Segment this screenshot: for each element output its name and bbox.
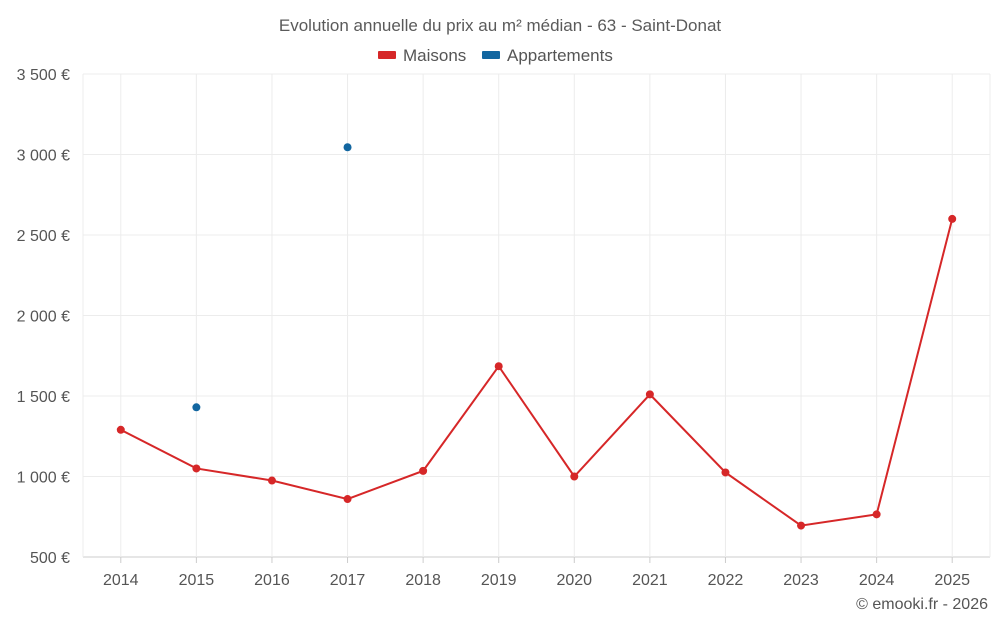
data-point-appartements-2015[interactable] (192, 403, 201, 412)
legend-swatch-maisons (378, 51, 396, 59)
x-tick-label: 2018 (405, 572, 441, 589)
grid (82, 73, 991, 558)
data-point-maisons-2021[interactable] (645, 390, 654, 399)
series (116, 143, 957, 530)
legend-swatch-appartements (482, 51, 500, 59)
series-line-maisons (120, 218, 954, 527)
x-tick-label: 2023 (783, 572, 819, 589)
data-point-maisons-2023[interactable] (797, 521, 806, 530)
legend-item-maisons[interactable]: Maisons (378, 46, 466, 65)
legend-label-appartements: Appartements (507, 46, 613, 65)
data-point-maisons-2017[interactable] (343, 495, 352, 504)
x-axis: 2014 2015 2016 2017 2018 2019 2020 2021 2022 2023… (103, 557, 970, 589)
data-point-maisons-2015[interactable] (192, 464, 201, 473)
legend: Maisons Appartements (378, 46, 613, 65)
x-tick-label: 2021 (632, 572, 668, 589)
data-point-maisons-2025[interactable] (948, 214, 957, 223)
y-tick-label: 1 000 € (17, 470, 70, 487)
y-axis: 500 € 1 000 € 1 500 € 2 000 € 2 500 € 3 000 €… (17, 67, 70, 567)
y-tick-label: 3 500 € (17, 67, 70, 84)
data-point-maisons-2020[interactable] (570, 472, 579, 481)
y-tick-label: 500 € (30, 550, 70, 567)
data-point-maisons-2014[interactable] (116, 425, 125, 434)
y-tick-label: 1 500 € (17, 389, 70, 406)
x-tick-label: 2024 (859, 572, 895, 589)
data-point-maisons-2016[interactable] (267, 476, 276, 485)
data-point-maisons-2024[interactable] (872, 510, 881, 519)
data-point-maisons-2022[interactable] (721, 468, 730, 477)
data-point-maisons-2018[interactable] (419, 466, 428, 475)
y-tick-label: 2 000 € (17, 309, 70, 326)
x-tick-label: 2022 (708, 572, 744, 589)
y-tick-label: 3 000 € (17, 148, 70, 165)
chart-title: Evolution annuelle du prix au m² médian … (279, 16, 722, 35)
x-tick-label: 2020 (556, 572, 592, 589)
credit: © emooki.fr - 2026 (856, 596, 988, 613)
x-tick-label: 2019 (481, 572, 517, 589)
x-tick-label: 2014 (103, 572, 139, 589)
x-tick-label: 2015 (179, 572, 215, 589)
x-tick-label: 2016 (254, 572, 290, 589)
legend-item-appartements[interactable]: Appartements (482, 46, 613, 65)
x-tick-label: 2025 (934, 572, 970, 589)
y-tick-label: 2 500 € (17, 228, 70, 245)
data-point-maisons-2019[interactable] (494, 362, 503, 371)
legend-label-maisons: Maisons (403, 46, 466, 65)
data-point-appartements-2017[interactable] (343, 143, 352, 152)
x-tick-label: 2017 (330, 572, 366, 589)
